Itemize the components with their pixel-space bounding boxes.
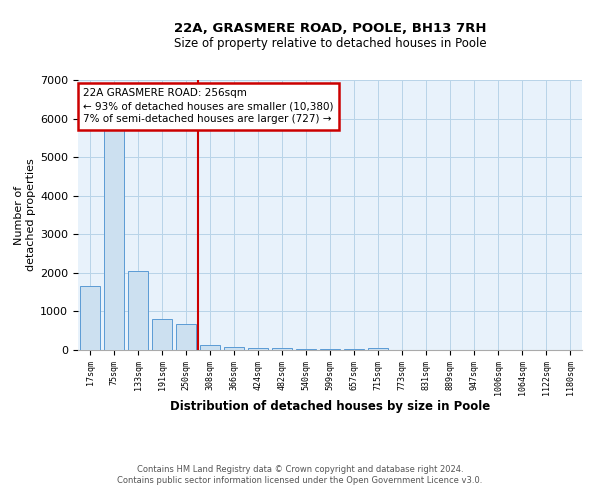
Bar — [152, 319, 172, 350]
Bar — [272, 348, 292, 350]
Bar — [248, 348, 268, 350]
Text: Contains public sector information licensed under the Open Government Licence v3: Contains public sector information licen… — [118, 476, 482, 485]
Bar — [128, 271, 148, 350]
Bar — [200, 345, 220, 350]
Bar — [368, 348, 388, 350]
Text: 22A, GRASMERE ROAD, POOLE, BH13 7RH: 22A, GRASMERE ROAD, POOLE, BH13 7RH — [174, 22, 486, 36]
Y-axis label: Number of
detached properties: Number of detached properties — [14, 158, 36, 272]
Bar — [104, 130, 124, 350]
X-axis label: Distribution of detached houses by size in Poole: Distribution of detached houses by size … — [170, 400, 490, 413]
Bar — [176, 324, 196, 350]
Text: Size of property relative to detached houses in Poole: Size of property relative to detached ho… — [173, 38, 487, 51]
Bar — [224, 346, 244, 350]
Bar — [320, 349, 340, 350]
Text: 22A GRASMERE ROAD: 256sqm
← 93% of detached houses are smaller (10,380)
7% of se: 22A GRASMERE ROAD: 256sqm ← 93% of detac… — [83, 88, 334, 124]
Text: Contains HM Land Registry data © Crown copyright and database right 2024.: Contains HM Land Registry data © Crown c… — [137, 465, 463, 474]
Bar — [80, 286, 100, 350]
Bar — [296, 349, 316, 350]
